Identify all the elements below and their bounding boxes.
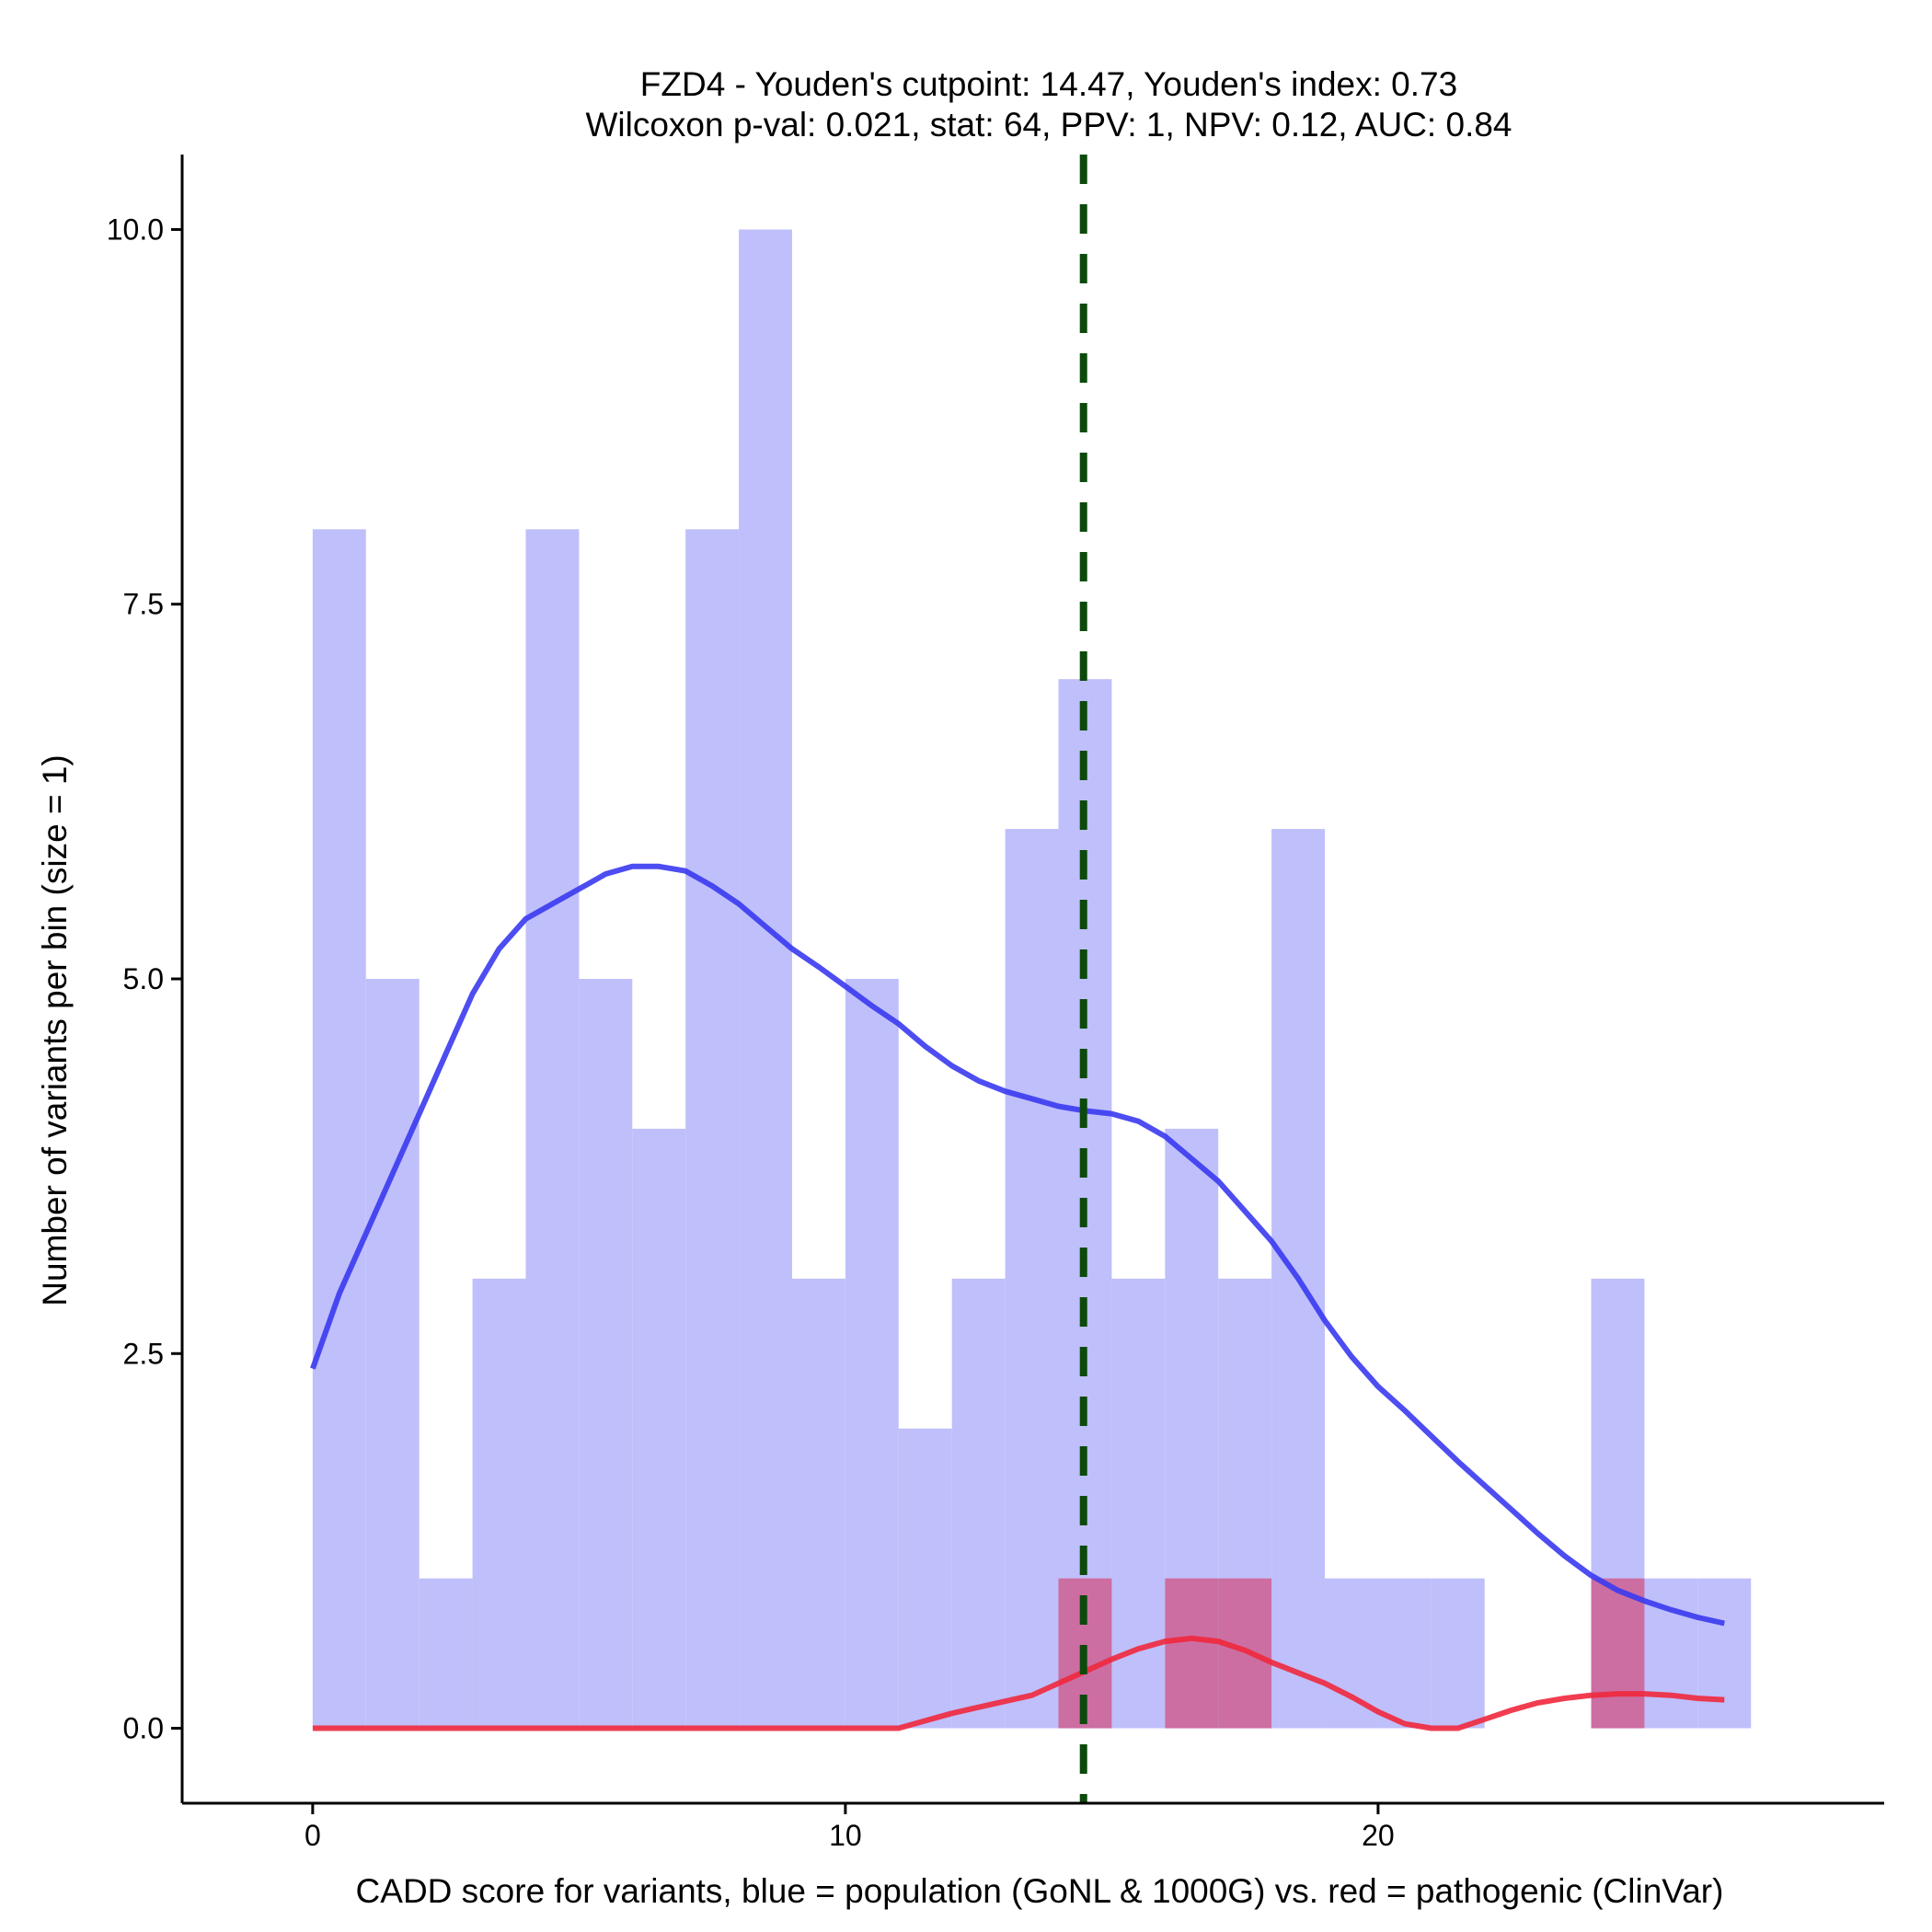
population-bar-20 [1377, 1578, 1432, 1729]
population-bar-13 [1005, 829, 1059, 1729]
chart-title-line1: FZD4 - Youden's cutpoint: 14.47, Youden'… [640, 65, 1457, 103]
population-density-curve [310, 863, 1725, 1627]
y-axis-ticks: 0.0 2.5 5.0 7.5 10.0 [107, 213, 182, 1745]
population-bar-0 [312, 529, 366, 1729]
population-bar-2 [419, 1578, 473, 1729]
x-tick-label: 0 [305, 1819, 321, 1852]
population-bar-7 [685, 529, 740, 1729]
x-axis-ticks: 0 10 20 [305, 1803, 1395, 1852]
population-bar-11 [898, 1428, 952, 1729]
y-tick-label: 10.0 [107, 213, 164, 246]
pathogenic-bar-24 [1591, 1578, 1645, 1729]
pathogenic-density-curve [312, 1635, 1725, 1731]
population-bar-3 [472, 1278, 526, 1729]
y-axis-title: Number of variants per bin (size = 1) [36, 754, 74, 1305]
y-tick-label: 7.5 [123, 588, 164, 621]
population-bar-4 [525, 529, 580, 1729]
population-bar-15 [1111, 1278, 1166, 1729]
chart-title-line2: Wilcoxon p-val: 0.021, stat: 64, PPV: 1,… [585, 106, 1512, 144]
x-axis-title: CADD score for variants, blue = populati… [356, 1872, 1724, 1910]
x-tick-label: 10 [829, 1819, 862, 1852]
y-tick-label: 2.5 [123, 1337, 164, 1370]
density-curves [310, 863, 1725, 1731]
population-bars [312, 229, 1752, 1729]
population-bar-9 [791, 1278, 845, 1729]
population-bar-10 [845, 979, 899, 1729]
population-bar-8 [739, 229, 792, 1729]
pathogenic-bar-17 [1218, 1578, 1272, 1729]
population-bar-21 [1431, 1578, 1485, 1729]
pathogenic-bar-16 [1165, 1578, 1219, 1729]
population-bar-12 [951, 1278, 1006, 1729]
population-bar-26 [1697, 1578, 1752, 1729]
population-bar-19 [1325, 1578, 1378, 1729]
population-bar-1 [365, 979, 420, 1729]
population-bar-6 [632, 1128, 686, 1729]
y-tick-label: 0.0 [123, 1712, 164, 1745]
population-bar-5 [579, 979, 633, 1729]
y-tick-label: 5.0 [123, 962, 164, 995]
x-tick-label: 20 [1362, 1819, 1395, 1852]
